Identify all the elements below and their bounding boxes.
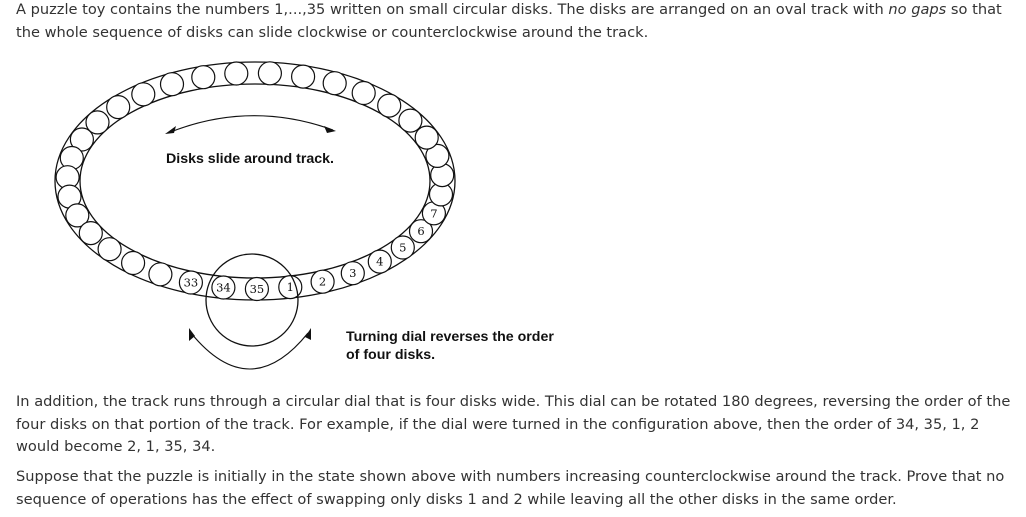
- dial-arrow-head-right: [305, 328, 311, 340]
- disk: [322, 71, 347, 96]
- track-arrow-head-left: [165, 126, 176, 134]
- disk: [291, 64, 316, 89]
- track-slide-arrow: [165, 115, 336, 134]
- disk: [65, 203, 90, 228]
- problem-intro: A puzzle toy contains the numbers 1,...,…: [16, 0, 1020, 44]
- disk: [310, 269, 335, 294]
- disk: [414, 125, 439, 150]
- disk: [211, 275, 236, 300]
- disk: [121, 250, 146, 276]
- disk: [159, 72, 185, 97]
- dial-caption-line-2: of four disks.: [346, 347, 435, 363]
- disk: [224, 61, 249, 86]
- disk: [97, 237, 122, 262]
- disk: [340, 261, 365, 286]
- task-paragraph: Suppose that the puzzle is initially in …: [16, 468, 1005, 508]
- disk: [244, 276, 269, 302]
- track-arrow-curve: [167, 115, 334, 134]
- intro-text-before: A puzzle toy contains the numbers 1,...,…: [16, 1, 889, 18]
- intro-emphasis: no gaps: [888, 1, 947, 18]
- disk: [390, 235, 415, 260]
- disk: [278, 275, 303, 300]
- disk-label: 6: [417, 224, 424, 238]
- disk: [191, 65, 216, 90]
- dial-caption-line-1: Turning dial reverses the order: [346, 329, 554, 345]
- intro-text-after: so that the whole sequence of disks can …: [16, 1, 1002, 41]
- disk: [425, 143, 450, 168]
- disk-label: 5: [399, 241, 406, 255]
- disk: [367, 249, 392, 274]
- track-caption: Disks slide around track.: [166, 151, 334, 167]
- disk: [131, 82, 156, 107]
- disk: [398, 108, 423, 133]
- disk: [85, 110, 110, 135]
- disk-label: 35: [250, 282, 265, 296]
- track-inner-edge: [79, 83, 431, 279]
- disk: [351, 80, 376, 106]
- disk: [69, 127, 95, 152]
- disk-label: 2: [319, 275, 326, 289]
- disk-label: 7: [430, 206, 437, 220]
- dial-paragraph: In addition, the track runs through a ci…: [16, 393, 1011, 455]
- rotating-dial: [205, 253, 299, 347]
- dial-rotate-arrow: [189, 328, 311, 370]
- track-arrow-head-right: [324, 126, 336, 133]
- disk-label: 34: [216, 281, 231, 295]
- disk-label: 4: [376, 255, 383, 269]
- disk: [106, 94, 131, 120]
- disk-label: 3: [349, 266, 356, 280]
- disk: [148, 262, 173, 287]
- disk-label: 33: [184, 276, 199, 290]
- dial-arrow-head-left: [189, 328, 195, 341]
- disk: [377, 93, 402, 118]
- disk: [78, 221, 103, 246]
- disk-label: 1: [287, 280, 294, 294]
- disk: [257, 61, 282, 86]
- dial-arrow-curve: [190, 332, 309, 370]
- disk: [178, 270, 203, 295]
- disk: [408, 219, 434, 244]
